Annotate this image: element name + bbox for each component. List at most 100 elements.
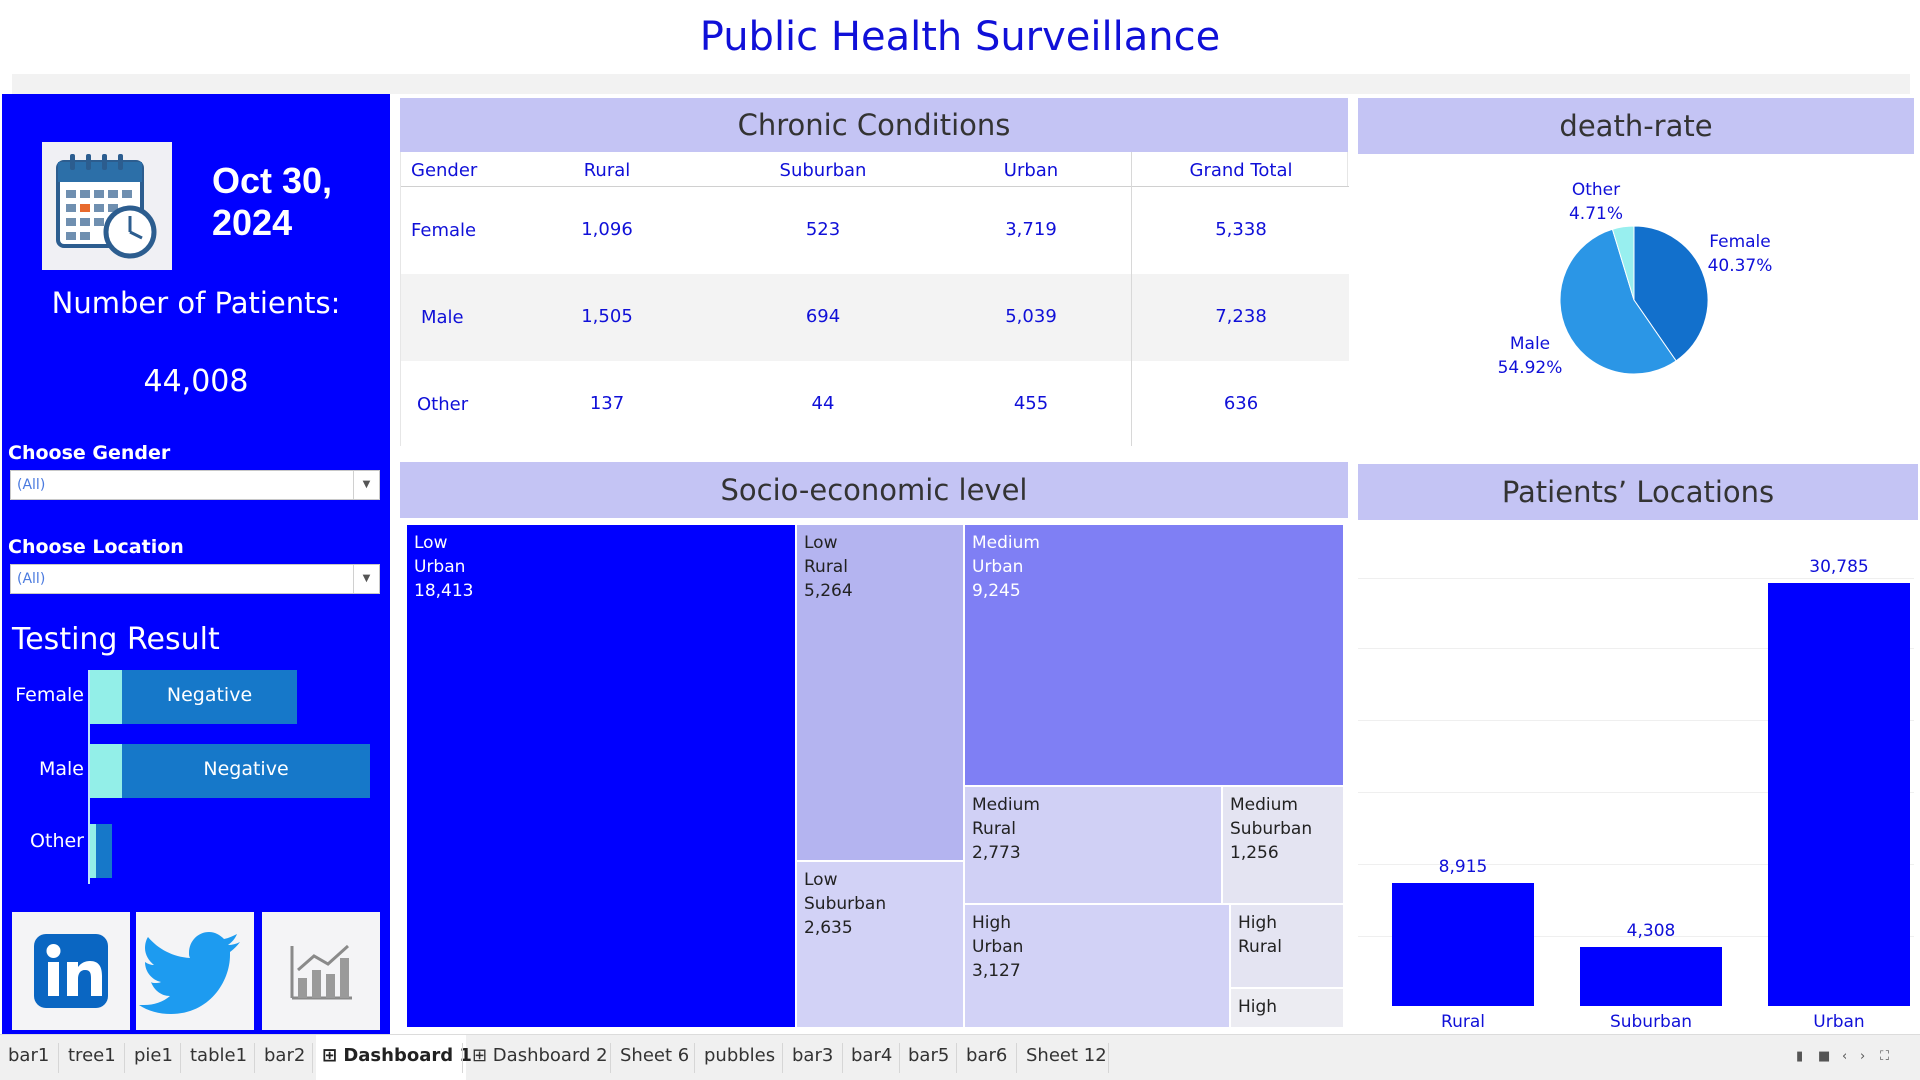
socio-economic-treemap: Low Urban 18,413 Low Rural 5,264 Low Sub… xyxy=(406,524,1344,1028)
bar-rural[interactable] xyxy=(1392,883,1534,1006)
death-rate-header: death-rate xyxy=(1358,98,1914,154)
tab-separator xyxy=(254,1043,255,1073)
grid-line xyxy=(1358,720,1914,721)
grid-line xyxy=(1358,578,1914,579)
tab-separator xyxy=(842,1043,843,1073)
sheet-tab[interactable]: bar3 xyxy=(792,1045,834,1066)
table-cell: 1,505 xyxy=(581,306,633,327)
chronic-conditions-header: Chronic Conditions xyxy=(400,98,1348,152)
table-row: Other 137 44 455 636 xyxy=(401,361,1349,448)
sheet-tab[interactable]: pubbles xyxy=(704,1045,776,1066)
active-tab-background xyxy=(316,1035,466,1080)
patients-locations-bar-chart: 8,915 Rural 4,308 Suburban 30,785 Urban xyxy=(1358,518,1914,1034)
testing-bar-label: Negative xyxy=(203,758,289,780)
testing-bar-other[interactable] xyxy=(90,824,112,878)
twitter-button[interactable] xyxy=(136,912,254,1030)
title-divider xyxy=(12,74,1910,94)
treemap-cell-low-rural[interactable]: Low Rural 5,264 xyxy=(796,524,964,861)
treemap-cell-value: 3,127 xyxy=(972,961,1021,981)
sheet-tab[interactable]: ⊞ Dashboard 2 xyxy=(472,1045,608,1066)
treemap-cell-high-rural[interactable]: High Rural xyxy=(1230,904,1344,988)
sheet-tab[interactable]: tree1 xyxy=(68,1045,116,1066)
grid-line xyxy=(1358,648,1914,649)
sheet-tab[interactable]: bar4 xyxy=(851,1045,893,1066)
tab-separator xyxy=(312,1043,313,1073)
testing-bar-positive-segment xyxy=(90,670,122,724)
bar-urban[interactable] xyxy=(1768,583,1910,1006)
table-row: Male 1,505 694 5,039 7,238 xyxy=(401,274,1349,361)
treemap-cell-high-suburban[interactable]: High xyxy=(1230,988,1344,1028)
pie-slice-female[interactable] xyxy=(1633,225,1709,362)
analytics-button[interactable] xyxy=(262,912,380,1030)
sheet-tab[interactable]: Sheet 6 xyxy=(620,1045,690,1066)
sheet-tab[interactable]: Sheet 12 xyxy=(1026,1045,1107,1066)
treemap-cell-value: 18,413 xyxy=(414,581,474,601)
table-cell: 137 xyxy=(589,393,625,414)
bar-value-label: 4,308 xyxy=(1626,921,1676,941)
bar-suburban[interactable] xyxy=(1580,947,1722,1006)
testing-bar-female[interactable]: Negative xyxy=(90,670,297,724)
table-cell: Other xyxy=(417,394,469,415)
treemap-cell-medium-urban[interactable]: Medium Urban 9,245 xyxy=(964,524,1344,786)
testing-bar-male[interactable]: Negative xyxy=(90,744,370,798)
location-filter-value: (All) xyxy=(17,571,46,587)
table-header-rural: Rural xyxy=(583,160,631,181)
sheet-tab[interactable]: ⊞ Dashboard 1 xyxy=(322,1045,472,1066)
testing-result-axis xyxy=(88,670,90,884)
grid-line xyxy=(1358,864,1914,865)
fullscreen-icon[interactable]: ⛶ xyxy=(1880,1049,1890,1064)
gender-filter-dropdown[interactable]: (All) ▼ xyxy=(10,470,380,500)
treemap-cell-low-suburban[interactable]: Low Suburban 2,635 xyxy=(796,861,964,1028)
treemap-cell-medium-suburban[interactable]: Medium Suburban 1,256 xyxy=(1222,786,1344,904)
table-header-divider xyxy=(401,186,1349,187)
testing-label-female: Female xyxy=(15,684,84,706)
tab-separator xyxy=(1108,1043,1109,1073)
calendar-icon xyxy=(42,142,172,270)
table-cell: 3,719 xyxy=(1005,219,1057,240)
treemap-cell-value: 9,245 xyxy=(972,581,1021,601)
treemap-cell-level: Low xyxy=(804,870,838,890)
linkedin-button[interactable] xyxy=(12,912,130,1030)
sheet-tab[interactable]: pie1 xyxy=(134,1045,173,1066)
treemap-cell-value: 2,635 xyxy=(804,918,853,938)
table-cell: 44 xyxy=(811,393,835,414)
tab-nav-first-icon[interactable]: ▮ xyxy=(1796,1049,1804,1064)
sheet-tab[interactable]: bar5 xyxy=(908,1045,950,1066)
sheet-tab[interactable]: bar6 xyxy=(966,1045,1008,1066)
tab-nav-prev-icon[interactable]: ‹ xyxy=(1842,1049,1848,1064)
tab-nav-last-icon[interactable]: ■ xyxy=(1818,1049,1831,1064)
treemap-cell-medium-rural[interactable]: Medium Rural 2,773 xyxy=(964,786,1222,904)
tab-separator xyxy=(694,1043,695,1073)
table-cell: 5,338 xyxy=(1215,219,1267,240)
treemap-cell-high-urban[interactable]: High Urban 3,127 xyxy=(964,904,1230,1028)
left-panel: Oct 30, 2024 Number of Patients: 44,008 … xyxy=(2,94,390,1034)
bar-category-label: Suburban xyxy=(1609,1012,1693,1032)
treemap-cell-location: Suburban xyxy=(804,894,887,914)
pie-slice-other[interactable] xyxy=(1611,225,1635,301)
gender-filter-label: Choose Gender xyxy=(8,442,171,464)
pie-label-name: Other xyxy=(1571,180,1621,200)
pie-slice-male[interactable] xyxy=(1559,228,1677,375)
location-filter-dropdown[interactable]: (All) ▼ xyxy=(10,564,380,594)
chevron-down-icon[interactable]: ▼ xyxy=(353,565,379,593)
chevron-down-icon[interactable]: ▼ xyxy=(353,471,379,499)
treemap-cell-low-urban[interactable]: Low Urban 18,413 xyxy=(406,524,796,1028)
sheet-tab[interactable]: bar2 xyxy=(264,1045,306,1066)
bar-category-label: Urban xyxy=(1813,1012,1865,1032)
treemap-cell-level: Medium xyxy=(972,533,1040,553)
tab-nav-next-icon[interactable]: › xyxy=(1860,1049,1866,1064)
pie-label-pct: 40.37% xyxy=(1707,256,1773,276)
sheet-tab[interactable]: bar1 xyxy=(8,1045,50,1066)
tab-separator xyxy=(58,1043,59,1073)
tab-separator xyxy=(899,1043,900,1073)
testing-label-other: Other xyxy=(30,830,84,852)
death-rate-pie-svg xyxy=(1559,225,1709,375)
sheet-tab-bar: ▮ ■ ‹ › ⛶ bar1 tree1 pie1 table1 bar2 ⊞ Dashb… xyxy=(0,1034,1920,1080)
pie-label-name: Female xyxy=(1709,232,1771,252)
treemap-cell-location: Urban xyxy=(414,557,466,577)
treemap-cell-level: Low xyxy=(804,533,838,553)
treemap-cell-location: Urban xyxy=(972,937,1024,957)
testing-bar-label: Negative xyxy=(166,684,253,706)
sheet-tab[interactable]: table1 xyxy=(190,1045,248,1066)
